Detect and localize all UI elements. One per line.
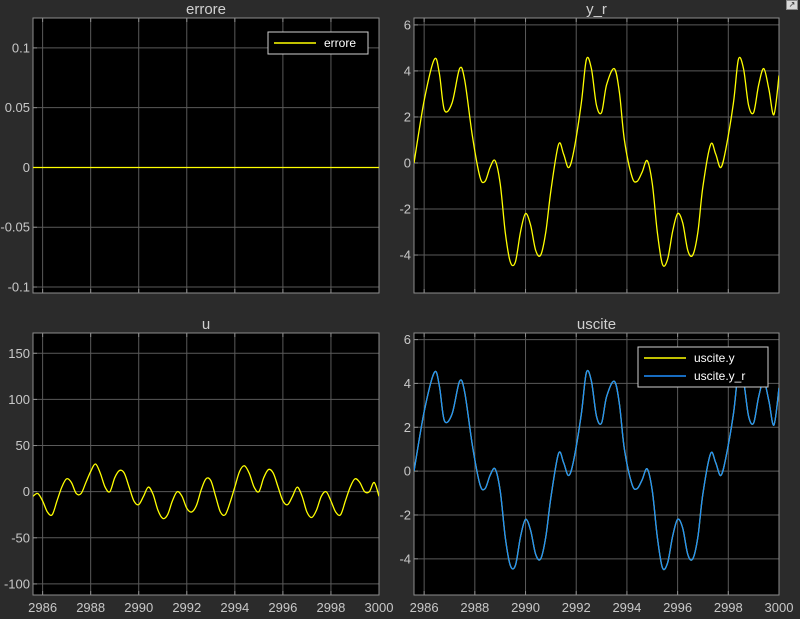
- axes-border: [32, 17, 380, 294]
- x-tick-label: 2986: [28, 600, 57, 615]
- chart-panel-u: 2986 2988 2990 2992 2994 2996 2998 3000 -100 -50 0…: [4, 316, 393, 615]
- y-tick-label: -0.05: [0, 220, 30, 235]
- y-tick-label: 2: [404, 109, 411, 124]
- y-tick-label: 150: [8, 346, 30, 361]
- y-tick-label: 6: [404, 17, 411, 32]
- x-tick-label: 2986: [410, 600, 439, 615]
- y-tick-label: 0.1: [12, 40, 30, 55]
- legend-box: [637, 346, 769, 388]
- series-line-u: [33, 463, 379, 520]
- x-tick-label: 2996: [268, 600, 297, 615]
- x-tick-label: 2988: [76, 600, 105, 615]
- x-tick-label: 2990: [511, 600, 540, 615]
- x-tick-label: 2992: [172, 600, 201, 615]
- y-tick-label: 4: [404, 376, 411, 391]
- y-tick-label: -4: [399, 551, 411, 566]
- legend-label: uscite.y: [694, 351, 735, 365]
- legend-label: uscite.y_r: [694, 369, 745, 383]
- axes-border: [413, 17, 780, 294]
- y-tick-label: -0.1: [8, 280, 30, 295]
- y-tick-label: 0: [23, 160, 30, 175]
- x-tick-label: 2990: [124, 600, 153, 615]
- x-tick-label: 2994: [612, 600, 641, 615]
- chart-title: y_r: [586, 1, 607, 18]
- legend[interactable]: errore: [267, 31, 369, 55]
- x-tick-label: 2998: [714, 600, 743, 615]
- plot-area[interactable]: [33, 333, 379, 595]
- undock-arrow-icon[interactable]: ↗: [786, 0, 798, 10]
- legend-label: errore: [324, 36, 356, 50]
- chart-panel-errore: -0.1 -0.05 0 0.05 0.1 errore errore: [0, 1, 380, 295]
- y-tick-label: 100: [8, 392, 30, 407]
- y-tick-label: 0: [404, 464, 411, 479]
- y-tick-label: 0.05: [5, 100, 30, 115]
- chart-title: uscite: [577, 316, 616, 333]
- y-tick-label: -50: [11, 530, 30, 545]
- chart-panel-y_r: -4 -2 0 2 4 6 y_r: [399, 1, 780, 294]
- axes-border: [413, 332, 780, 596]
- axes-border: [32, 332, 380, 596]
- y-tick-label: -2: [399, 202, 411, 217]
- series-line-uscite.y_r: [414, 369, 779, 571]
- plot-area[interactable]: [33, 18, 379, 293]
- series-line-y_r: [414, 56, 779, 267]
- chart-title: errore: [186, 1, 226, 18]
- x-tick-label: 2996: [663, 600, 692, 615]
- y-tick-label: 2: [404, 420, 411, 435]
- legend[interactable]: uscite.y uscite.y_r: [637, 346, 769, 388]
- y-tick-label: -2: [399, 507, 411, 522]
- x-tick-label: 2988: [460, 600, 489, 615]
- chart-panel-uscite: 2986 2988 2990 2992 2994 2996 2998 3000 -4 -2 0 2 4 6…: [399, 316, 793, 615]
- x-tick-label: 3000: [365, 600, 394, 615]
- y-tick-label: 50: [16, 438, 30, 453]
- y-tick-label: 6: [404, 332, 411, 347]
- chart-title: u: [202, 316, 210, 333]
- y-tick-label: -100: [4, 576, 30, 591]
- y-tick-label: 0: [23, 484, 30, 499]
- x-tick-label: 3000: [765, 600, 794, 615]
- legend-box: [267, 31, 369, 55]
- y-tick-label: 0: [404, 155, 411, 170]
- x-tick-label: 2998: [316, 600, 345, 615]
- y-tick-label: -4: [399, 248, 411, 263]
- y-tick-label: 4: [404, 63, 411, 78]
- x-tick-label: 2992: [562, 600, 591, 615]
- x-tick-label: 2994: [220, 600, 249, 615]
